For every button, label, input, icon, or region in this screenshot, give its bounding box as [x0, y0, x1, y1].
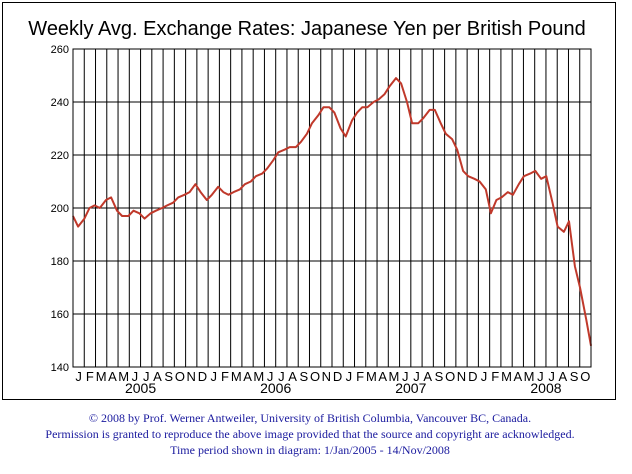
x-tick-month-label: A	[108, 369, 117, 384]
y-tick-label: 220	[51, 150, 69, 162]
x-year-label: 2005	[125, 380, 156, 396]
x-tick-month-label: M	[118, 369, 129, 384]
x-tick-month-label: J	[267, 369, 274, 384]
y-tick-label: 160	[51, 309, 69, 321]
x-tick-month-label: J	[548, 369, 555, 384]
x-axis-year-labels: 2005 2006 2007 2008	[125, 380, 562, 396]
x-tick-month-label: J	[211, 369, 218, 384]
x-tick-month-label: S	[435, 369, 444, 384]
credit-time-period: Time period shown in diagram: 1/Jan/2005…	[170, 443, 450, 457]
x-tick-month-label: A	[559, 369, 568, 384]
chart-frame: Weekly Avg. Exchange Rates: Japanese Yen…	[2, 2, 616, 400]
x-tick-month-label: F	[491, 369, 499, 384]
plot-border	[72, 48, 592, 368]
x-tick-month-label: S	[300, 369, 309, 384]
x-tick-month-label: O	[580, 369, 590, 384]
x-tick-month-label: J	[278, 369, 285, 384]
y-axis-ticks: 140 160 180 200 220 240 260	[51, 44, 69, 374]
x-tick-month-label: F	[221, 369, 229, 384]
x-tick-month-label: M	[96, 369, 107, 384]
x-tick-month-label: N	[187, 369, 196, 384]
x-tick-month-label: D	[333, 369, 342, 384]
grid-layer	[73, 48, 591, 368]
credit-copyright: © 2008 by Prof. Werner Antweiler, Univer…	[88, 411, 532, 425]
y-tick-label: 140	[51, 362, 69, 374]
x-tick-month-label: M	[389, 369, 400, 384]
y-tick-label: 260	[51, 44, 69, 56]
x-tick-month-label: A	[288, 369, 297, 384]
x-tick-month-label: A	[513, 369, 522, 384]
x-tick-month-label: A	[243, 369, 252, 384]
x-tick-month-label: N	[322, 369, 331, 384]
x-tick-month-label: J	[413, 369, 420, 384]
x-tick-month-label: J	[132, 369, 139, 384]
x-tick-month-label: M	[253, 369, 264, 384]
x-tick-month-label: J	[75, 369, 82, 384]
x-tick-month-label: D	[198, 369, 207, 384]
x-tick-month-label: A	[423, 369, 432, 384]
x-year-label: 2007	[395, 380, 426, 396]
x-tick-month-label: J	[143, 369, 150, 384]
x-tick-month-label: M	[231, 369, 242, 384]
x-tick-month-label: S	[570, 369, 579, 384]
chart-title: Weekly Avg. Exchange Rates: Japanese Yen…	[28, 18, 585, 40]
x-tick-month-label: F	[86, 369, 94, 384]
x-tick-month-label: A	[153, 369, 162, 384]
chart-svg: Weekly Avg. Exchange Rates: Japanese Yen…	[28, 18, 592, 396]
x-tick-month-label: A	[378, 369, 387, 384]
x-tick-month-label: J	[402, 369, 409, 384]
y-tick-label: 200	[51, 203, 69, 215]
series-layer	[72, 77, 592, 346]
credits: © 2008 by Prof. Werner Antweiler, Univer…	[0, 410, 620, 458]
x-tick-month-label: J	[481, 369, 488, 384]
x-year-label: 2008	[530, 380, 561, 396]
credit-permission: Permission is granted to reproduce the a…	[45, 427, 575, 441]
x-tick-month-label: O	[310, 369, 320, 384]
x-tick-month-label: S	[164, 369, 173, 384]
x-tick-month-label: O	[175, 369, 185, 384]
x-tick-month-label: J	[346, 369, 353, 384]
x-tick-month-label: F	[356, 369, 364, 384]
x-year-label: 2006	[260, 380, 291, 396]
x-tick-month-label: J	[537, 369, 544, 384]
y-tick-label: 240	[51, 97, 69, 109]
x-tick-month-label: M	[366, 369, 377, 384]
x-tick-month-label: N	[457, 369, 466, 384]
y-tick-label: 180	[51, 256, 69, 268]
series-line	[72, 77, 592, 346]
x-tick-month-label: O	[445, 369, 455, 384]
x-tick-month-label: M	[524, 369, 535, 384]
x-tick-month-label: D	[468, 369, 477, 384]
x-tick-month-label: M	[501, 369, 512, 384]
